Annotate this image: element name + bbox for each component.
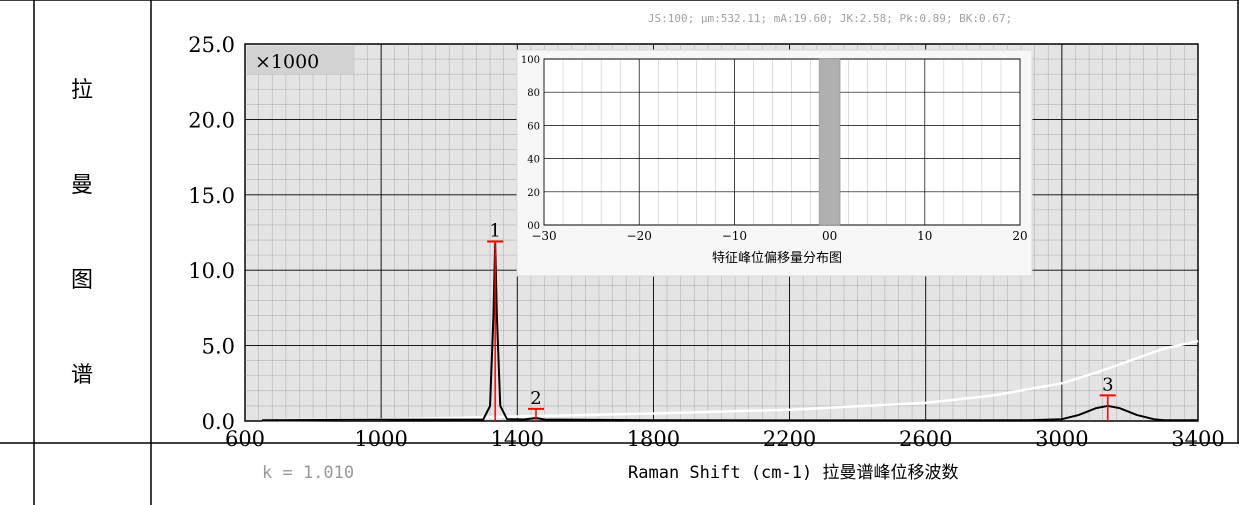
inset-y-tick-label: 40 [527,155,540,166]
y-tick-label: 15.0 [188,184,235,208]
inset-y-tick-label: 60 [527,121,540,132]
inset-x-tick-label: 10 [917,229,932,243]
inset-x-tick-label: −20 [627,229,652,243]
inset-x-tick-label: −10 [722,229,747,243]
inset-title: 特征峰位偏移量分布图 [712,251,842,266]
x-tick-label: 2600 [899,427,952,451]
y-tick-label: 25.0 [188,33,235,57]
inset-x-tick-label: 00 [822,229,837,243]
peak-label: 3 [1102,374,1113,395]
y-tick-label: 10.0 [188,259,235,283]
multiplier-label: ×1000 [255,51,319,73]
x-tick-label: 1000 [354,427,407,451]
inset-plot-area [544,59,1020,225]
x-tick-label: 3000 [1035,427,1088,451]
stats-line: JS:100; μm:532.11; mA:19.60; JK:2.58; Pk… [648,12,1012,25]
x-tick-label: 1400 [491,427,544,451]
y-tick-label: 5.0 [202,335,235,359]
k-value: k = 1.010 [262,463,354,483]
x-tick-label: 1800 [627,427,680,451]
inset-x-tick-label: 20 [1012,229,1027,243]
inset-bar [819,59,840,225]
peak-label: 1 [489,221,500,242]
inset-y-tick-label: 00 [527,221,540,232]
x-tick-label: 2200 [763,427,816,451]
y-tick-label: 20.0 [188,108,235,132]
inset-y-tick-label: 100 [521,55,540,66]
inset-y-tick-label: 20 [527,188,540,199]
y-tick-label: 0.0 [202,410,235,434]
inset-y-tick-label: 80 [527,88,540,99]
x-tick-label: 3400 [1171,427,1224,451]
x-axis-label: Raman Shift (cm-1) 拉曼谱峰位移波数 [628,463,958,483]
peak-label: 2 [530,388,541,409]
